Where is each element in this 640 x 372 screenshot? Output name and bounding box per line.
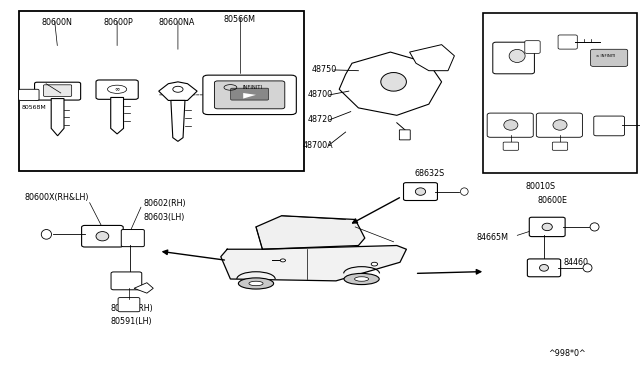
Polygon shape (171, 100, 185, 141)
FancyBboxPatch shape (35, 82, 81, 100)
Circle shape (371, 262, 378, 266)
Ellipse shape (41, 230, 52, 239)
Ellipse shape (96, 231, 109, 241)
FancyBboxPatch shape (487, 113, 533, 137)
Bar (19, 11, 304, 171)
Polygon shape (256, 216, 365, 249)
Text: 84665M: 84665M (477, 233, 509, 242)
Text: 48700A: 48700A (303, 141, 333, 150)
Circle shape (280, 259, 285, 262)
FancyBboxPatch shape (536, 113, 582, 137)
Text: 80600E: 80600E (538, 196, 568, 205)
Polygon shape (243, 93, 256, 99)
FancyBboxPatch shape (214, 81, 285, 109)
FancyBboxPatch shape (203, 75, 296, 115)
FancyBboxPatch shape (503, 142, 518, 150)
FancyBboxPatch shape (552, 142, 568, 150)
Text: 80591(LH): 80591(LH) (111, 317, 152, 326)
Text: 68632S: 68632S (415, 169, 445, 178)
Text: ∞ INFINITI: ∞ INFINITI (596, 54, 616, 58)
Text: 48700: 48700 (307, 90, 332, 99)
Polygon shape (51, 99, 64, 136)
FancyBboxPatch shape (493, 42, 534, 74)
Ellipse shape (509, 49, 525, 62)
Polygon shape (221, 246, 406, 281)
Text: INFINITI: INFINITI (243, 85, 263, 90)
FancyBboxPatch shape (404, 183, 438, 201)
FancyBboxPatch shape (96, 80, 138, 99)
Polygon shape (159, 82, 197, 100)
Text: 80010S: 80010S (525, 182, 556, 191)
FancyBboxPatch shape (19, 89, 39, 100)
Polygon shape (410, 45, 454, 71)
Text: 80603(LH): 80603(LH) (143, 213, 185, 222)
FancyBboxPatch shape (82, 225, 123, 247)
Text: 80566M: 80566M (224, 15, 256, 24)
FancyBboxPatch shape (591, 49, 628, 66)
Ellipse shape (504, 120, 518, 130)
Ellipse shape (540, 264, 548, 271)
Text: 80590(RH): 80590(RH) (111, 304, 154, 312)
FancyBboxPatch shape (594, 116, 625, 136)
Ellipse shape (344, 273, 379, 285)
Text: 84460: 84460 (563, 258, 588, 267)
Ellipse shape (553, 120, 567, 130)
Circle shape (173, 86, 183, 92)
Text: 80600X(RH&LH): 80600X(RH&LH) (24, 193, 89, 202)
FancyBboxPatch shape (111, 272, 142, 290)
Ellipse shape (355, 277, 369, 281)
FancyBboxPatch shape (44, 85, 72, 96)
Ellipse shape (249, 281, 263, 286)
Text: 48750: 48750 (312, 65, 337, 74)
Text: 80600P: 80600P (104, 18, 133, 27)
Bar (483, 13, 637, 173)
Ellipse shape (461, 188, 468, 195)
FancyBboxPatch shape (529, 217, 565, 237)
FancyBboxPatch shape (399, 130, 410, 140)
Text: 48720: 48720 (307, 115, 332, 124)
Ellipse shape (381, 73, 406, 91)
Ellipse shape (542, 223, 552, 231)
Ellipse shape (239, 278, 274, 289)
Polygon shape (134, 283, 154, 293)
FancyBboxPatch shape (118, 298, 140, 312)
Text: 80600N: 80600N (42, 18, 72, 27)
FancyBboxPatch shape (558, 35, 577, 49)
FancyBboxPatch shape (527, 259, 561, 277)
Text: ∞: ∞ (115, 87, 120, 92)
Polygon shape (111, 97, 124, 134)
FancyBboxPatch shape (122, 230, 145, 247)
Ellipse shape (415, 188, 426, 195)
Text: 80602(RH): 80602(RH) (143, 199, 186, 208)
Ellipse shape (590, 223, 599, 231)
Polygon shape (339, 52, 442, 115)
FancyBboxPatch shape (525, 41, 540, 53)
FancyBboxPatch shape (231, 88, 269, 100)
Text: 80600NA: 80600NA (159, 18, 195, 27)
Text: ^998*0^: ^998*0^ (548, 349, 586, 358)
Ellipse shape (583, 264, 592, 272)
Text: 80568M: 80568M (22, 105, 46, 110)
